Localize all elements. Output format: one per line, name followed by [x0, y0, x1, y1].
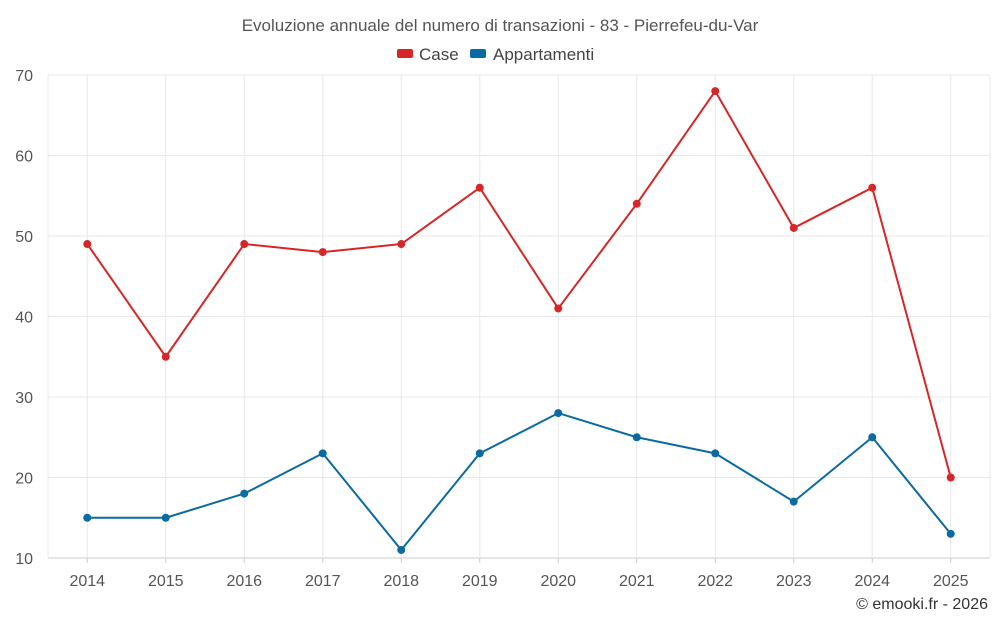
data-point-case-2023[interactable]: [789, 223, 798, 232]
data-point-case-2022[interactable]: [711, 87, 720, 96]
data-point-appartamenti-2024[interactable]: [868, 433, 877, 442]
legend: Case Appartamenti: [397, 45, 594, 64]
data-point-appartamenti-2015[interactable]: [161, 513, 170, 522]
x-tick-label: 2021: [619, 573, 655, 590]
x-tick-label: 2024: [854, 573, 890, 590]
chart-title: Evoluzione annuale del numero di transaz…: [242, 16, 759, 35]
data-point-case-2018[interactable]: [397, 240, 406, 249]
y-tick-label: 50: [15, 229, 33, 246]
y-tick-label: 10: [15, 551, 33, 568]
data-point-case-2014[interactable]: [83, 240, 92, 249]
legend-label-appartamenti[interactable]: Appartamenti: [493, 45, 594, 64]
data-point-appartamenti-2025[interactable]: [946, 529, 955, 538]
y-tick-label: 70: [15, 68, 33, 85]
legend-swatch-case: [397, 49, 413, 58]
x-tick-label: 2018: [383, 573, 419, 590]
x-tick-label: 2016: [226, 573, 262, 590]
data-point-case-2024[interactable]: [868, 183, 877, 192]
data-point-case-2021[interactable]: [632, 199, 641, 208]
x-tick-label: 2023: [776, 573, 812, 590]
data-point-appartamenti-2018[interactable]: [397, 545, 406, 554]
data-point-case-2025[interactable]: [946, 473, 955, 482]
y-tick-label: 30: [15, 390, 33, 407]
data-point-case-2020[interactable]: [554, 304, 563, 313]
y-axis: 10 20 30 40 50 60 70: [15, 68, 33, 568]
data-point-appartamenti-2017[interactable]: [318, 449, 327, 458]
series-line-appartamenti: [87, 412, 952, 551]
data-point-appartamenti-2016[interactable]: [240, 489, 249, 498]
data-point-case-2016[interactable]: [240, 240, 249, 249]
x-tick-label: 2025: [933, 573, 969, 590]
data-point-appartamenti-2023[interactable]: [789, 497, 798, 506]
data-point-appartamenti-2021[interactable]: [632, 433, 641, 442]
data-point-appartamenti-2022[interactable]: [711, 449, 720, 458]
y-tick-label: 40: [15, 310, 33, 327]
x-tick-label: 2022: [697, 573, 733, 590]
credit-text: © emooki.fr - 2026: [856, 596, 988, 613]
data-point-appartamenti-2020[interactable]: [554, 409, 563, 418]
data-point-appartamenti-2019[interactable]: [475, 449, 484, 458]
data-point-appartamenti-2014[interactable]: [83, 513, 92, 522]
series: [83, 87, 955, 554]
series-line-case: [86, 90, 952, 478]
data-point-case-2015[interactable]: [161, 352, 170, 361]
x-tick-label: 2014: [69, 573, 105, 590]
gridlines: [47, 74, 991, 559]
x-tick-label: 2015: [148, 573, 184, 590]
legend-label-case[interactable]: Case: [419, 45, 459, 64]
data-point-case-2017[interactable]: [318, 248, 327, 257]
legend-swatch-appartamenti: [470, 49, 486, 58]
x-axis: 2014 2015 2016 2017 2018 2019 2020 2021 2022 2023…: [69, 558, 969, 590]
x-tick-label: 2017: [305, 573, 341, 590]
data-point-case-2019[interactable]: [475, 183, 484, 192]
y-tick-label: 20: [15, 471, 33, 488]
y-tick-label: 60: [15, 149, 33, 166]
x-tick-label: 2019: [462, 573, 498, 590]
x-tick-label: 2020: [540, 573, 576, 590]
